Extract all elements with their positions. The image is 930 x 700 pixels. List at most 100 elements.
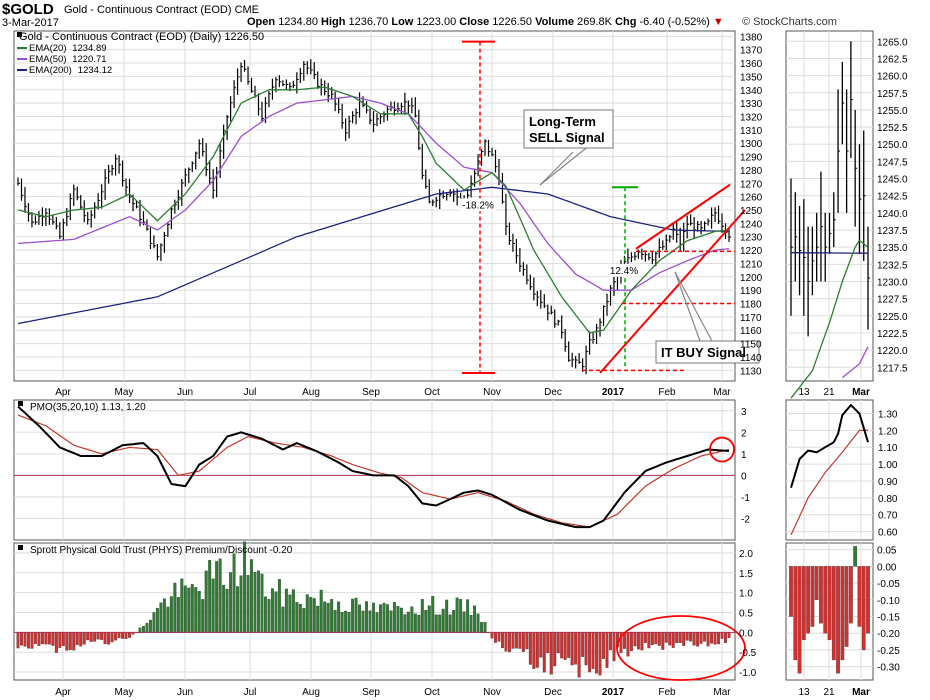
- premium-bar: [316, 605, 320, 633]
- price-y-tick: 1190: [740, 286, 762, 297]
- x-tick-label: Jun: [177, 387, 193, 398]
- premium-bar: [263, 596, 267, 633]
- premium-bar: [605, 632, 609, 668]
- premium-bar: [270, 588, 274, 633]
- ema50-line: [17, 95, 730, 291]
- premium-bar: [309, 597, 313, 633]
- zoom-price-y-tick: 1252.5: [877, 123, 908, 134]
- zoom-premium-y-tick: -0.15: [877, 613, 900, 624]
- zoom-pmo-line: [790, 403, 869, 488]
- premium-bar: [155, 607, 159, 633]
- premium-bar: [107, 632, 111, 645]
- premium-bar: [232, 553, 236, 633]
- price-y-tick: 1360: [740, 59, 763, 70]
- premium-bar: [507, 632, 511, 653]
- premium-bar: [204, 570, 208, 633]
- price-y-tick: 1250: [740, 206, 763, 217]
- zoom-price-y-tick: 1220.0: [877, 346, 908, 357]
- zoom-premium-bar: [831, 566, 836, 661]
- zoom-price-y-tick: 1235.0: [877, 243, 908, 254]
- premium-bar: [480, 622, 484, 633]
- premium-bar: [521, 632, 525, 652]
- premium-bar: [291, 589, 295, 633]
- wedge-lower-line: [599, 209, 746, 374]
- premium-bar: [79, 632, 83, 647]
- premium-bar: [563, 632, 567, 660]
- close-value: 1226.50: [492, 16, 533, 28]
- premium-bar: [434, 614, 438, 633]
- premium-bar: [560, 632, 564, 659]
- pmo-highlight-circle: [709, 436, 735, 463]
- premium-bar: [124, 632, 128, 639]
- volume-value: 269.8K: [577, 16, 612, 28]
- zoom-premium-y-tick: 0.00: [877, 562, 897, 573]
- legend-entry-name: EMA(200): [29, 65, 72, 76]
- price-y-tick: 1290: [740, 153, 763, 164]
- premium-bar: [399, 607, 403, 633]
- premium-y-tick: 0.5: [739, 608, 753, 619]
- premium-bar: [664, 632, 668, 643]
- pmo-y-tick: 0: [741, 471, 747, 482]
- premium-bar: [159, 602, 163, 633]
- zoom-ema200-line: [791, 252, 868, 254]
- zoom-price-y-tick: 1227.5: [877, 295, 908, 306]
- premium-legend-swatch: [18, 545, 23, 550]
- x-tick-label: May: [115, 387, 134, 398]
- premium-bar: [246, 575, 250, 633]
- premium-bar: [682, 632, 686, 646]
- premium-bar: [100, 632, 104, 640]
- buy-signal-pointer: [674, 271, 713, 342]
- zoom-price-y-tick: 1245.0: [877, 175, 908, 186]
- price-panel-frame: [13, 30, 736, 382]
- zoom-premium-bar: [797, 566, 802, 674]
- x-tick-label: Aug: [302, 387, 320, 398]
- x-tick-label: Nov: [483, 687, 501, 698]
- premium-bar: [431, 596, 435, 633]
- premium-bar: [420, 599, 424, 633]
- price-y-tick: 1370: [740, 46, 763, 57]
- premium-bar: [678, 632, 682, 643]
- premium-bar: [459, 599, 463, 633]
- premium-bar: [162, 598, 166, 633]
- premium-bar: [152, 612, 156, 633]
- premium-bar: [528, 632, 532, 665]
- premium-bar: [128, 632, 131, 638]
- zoom-pmo-y-tick: 1.20: [878, 426, 898, 437]
- x-tick-label: Apr: [55, 387, 71, 398]
- ema20-line: [17, 86, 730, 334]
- premium-bar: [396, 605, 400, 633]
- zoom-pmo-y-tick: 0.90: [878, 477, 898, 488]
- premium-bar: [239, 575, 243, 633]
- premium-bar: [281, 606, 285, 633]
- x-tick-label: Apr: [55, 687, 71, 698]
- x-tick-label: Sep: [362, 387, 380, 398]
- zoom-premium-bar: [823, 566, 828, 634]
- premium-bar: [20, 632, 23, 646]
- premium-bar: [114, 632, 118, 641]
- premium-bar: [500, 632, 504, 649]
- zoom-x-tick: 21: [823, 687, 835, 698]
- high-label: High: [321, 16, 346, 28]
- premium-bar: [633, 632, 637, 647]
- premium-bar: [727, 632, 731, 638]
- premium-bar: [201, 599, 205, 633]
- zoom-premium-bar: [801, 566, 806, 641]
- premium-bar: [319, 589, 323, 633]
- premium-bar: [455, 597, 459, 633]
- price-y-tick: 1210: [740, 259, 763, 270]
- legend-entry-name: EMA(20): [29, 43, 66, 54]
- price-y-tick: 1200: [740, 273, 763, 284]
- decline-label-bg: [460, 198, 496, 212]
- premium-bar: [514, 632, 518, 649]
- pmo-panel-frame: [13, 399, 736, 541]
- premium-bar: [337, 601, 341, 633]
- premium-bar: [229, 572, 233, 633]
- premium-highlight-ellipse: [616, 615, 746, 681]
- premium-bar: [626, 632, 630, 657]
- premium-bar: [413, 613, 417, 633]
- premium-bar: [365, 601, 368, 633]
- zoom-x-tick: Mar: [852, 387, 870, 398]
- zoom-pmo-y-tick: 0.70: [878, 511, 898, 522]
- zoom-price-y-tick: 1225.0: [877, 312, 908, 323]
- premium-bar: [490, 632, 494, 639]
